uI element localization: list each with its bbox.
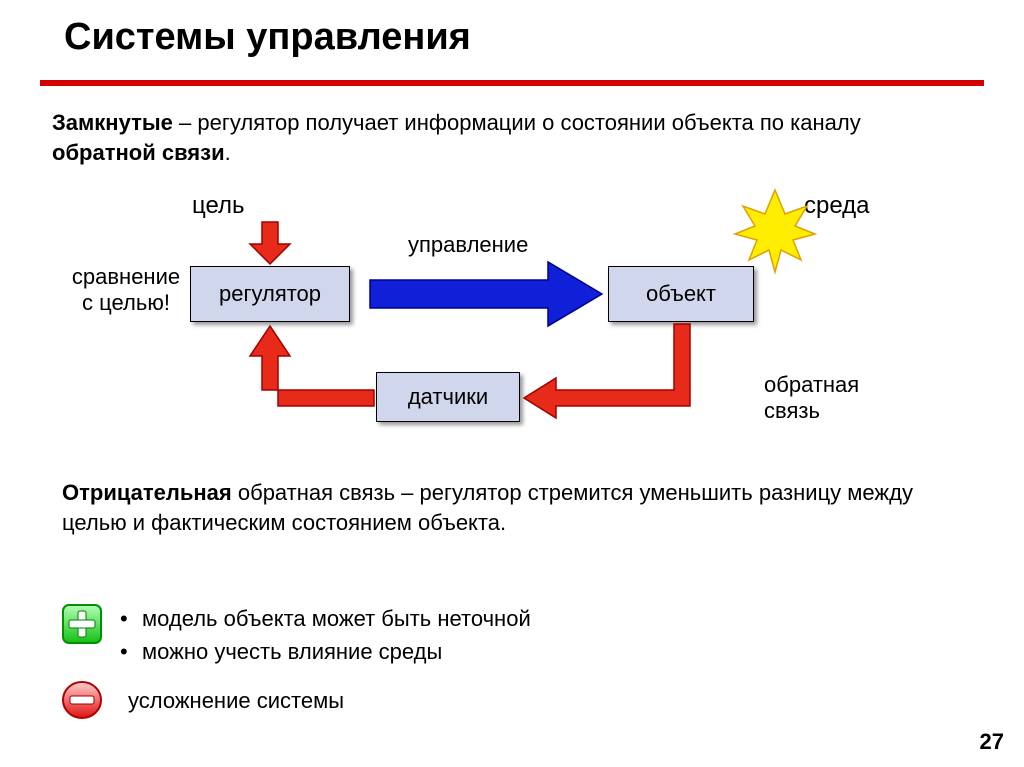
- label-control: управление: [408, 232, 528, 258]
- slide-title: Системы управления: [64, 16, 471, 59]
- label-goal: цель: [192, 192, 245, 220]
- para1-term2: обратной связи: [52, 140, 225, 165]
- minus-icon: [62, 680, 102, 720]
- node-regulator: регулятор: [190, 266, 350, 322]
- para1-text-a: – регулятор получает информации о состоя…: [173, 110, 861, 135]
- label-feedback-line1: обратная: [764, 372, 859, 397]
- node-object-label: объект: [646, 281, 716, 307]
- pros-list: • модель объекта может быть неточной • м…: [120, 602, 531, 668]
- label-feedback-line2: связь: [764, 398, 820, 423]
- para2-term: Отрицательная: [62, 480, 232, 505]
- label-environment: среда: [804, 192, 870, 220]
- list-item: • модель объекта может быть неточной: [120, 602, 531, 635]
- paragraph-negative-feedback: Отрицательная обратная связь – регулятор…: [62, 478, 932, 537]
- label-compare: сравнение с целью!: [66, 264, 186, 317]
- star-environment-icon: [735, 190, 815, 272]
- list-item: • можно учесть влияние среды: [120, 635, 531, 668]
- title-underline: [40, 80, 984, 86]
- slide: Системы управления Замкнутые – регулятор…: [0, 0, 1024, 767]
- para1-term: Замкнутые: [52, 110, 173, 135]
- bullet-dot-icon: •: [120, 635, 142, 668]
- label-compare-line2: с целью!: [82, 290, 170, 315]
- paragraph-closed-loop: Замкнутые – регулятор получает информаци…: [52, 108, 932, 167]
- node-sensors: датчики: [376, 372, 520, 422]
- arrow-control: [370, 262, 602, 326]
- plus-icon: [62, 604, 102, 644]
- node-sensors-label: датчики: [408, 384, 488, 410]
- page-number: 27: [980, 729, 1004, 755]
- bullet-dot-icon: •: [120, 602, 142, 635]
- pro-1: модель объекта может быть неточной: [142, 602, 531, 635]
- node-object: объект: [608, 266, 754, 322]
- node-regulator-label: регулятор: [219, 281, 321, 307]
- con-1: усложнение системы: [128, 688, 344, 714]
- arrow-object-to-sensors: [524, 324, 690, 418]
- label-feedback: обратная связь: [764, 372, 859, 425]
- pro-2: можно учесть влияние среды: [142, 635, 442, 668]
- para1-text-b: .: [225, 140, 231, 165]
- arrow-goal-to-regulator: [250, 222, 290, 264]
- arrow-sensors-to-regulator: [250, 326, 374, 406]
- label-compare-line1: сравнение: [72, 264, 180, 289]
